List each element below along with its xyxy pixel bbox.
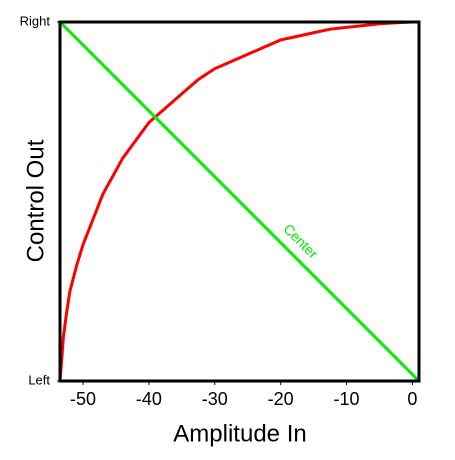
y-axis-label: Control Out bbox=[22, 139, 49, 262]
x-axis-label: Amplitude In bbox=[173, 420, 306, 447]
y-tick-label: Right bbox=[20, 13, 51, 28]
y-tick-label: Left bbox=[28, 372, 50, 387]
x-tick-label: -20 bbox=[268, 389, 294, 409]
x-tick-label: -30 bbox=[202, 389, 228, 409]
x-tick-label: -40 bbox=[136, 389, 162, 409]
x-tick-label: 0 bbox=[407, 389, 417, 409]
line bbox=[58, 20, 421, 383]
x-tick-label: -50 bbox=[70, 389, 96, 409]
line bbox=[58, 20, 419, 382]
x-tick-label: -10 bbox=[334, 389, 360, 409]
plot-frame bbox=[58, 20, 421, 383]
annotation: Center bbox=[280, 221, 321, 262]
